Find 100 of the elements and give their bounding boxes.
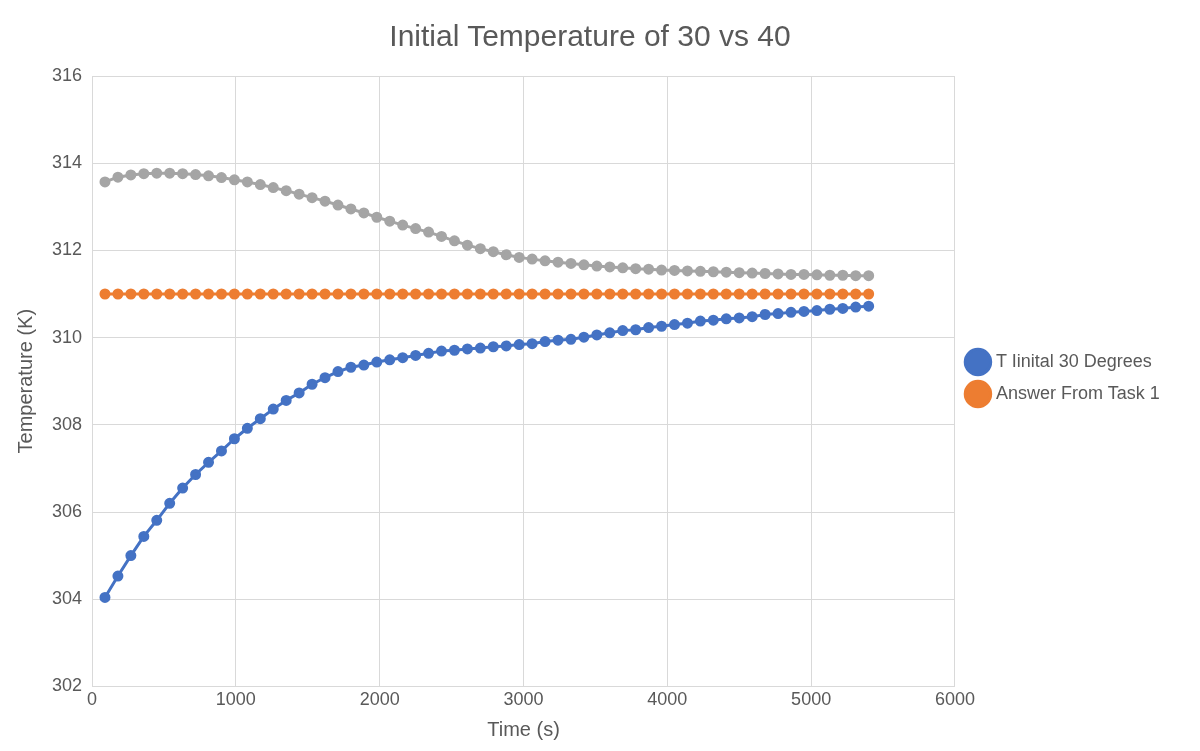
point: [513, 339, 525, 351]
point: [358, 359, 370, 371]
point: [461, 343, 473, 355]
point: [306, 192, 318, 204]
point: [565, 288, 577, 300]
point: [267, 182, 279, 194]
x-tick-label: 0: [87, 689, 98, 710]
point: [371, 288, 383, 300]
point: [811, 305, 823, 317]
point: [151, 288, 163, 300]
point: [358, 288, 370, 300]
point: [526, 338, 538, 350]
point: [112, 570, 124, 582]
point: [332, 288, 344, 300]
point: [681, 288, 693, 300]
point: [371, 356, 383, 368]
point: [203, 288, 215, 300]
x-tick-label: 3000: [503, 689, 544, 710]
point: [164, 167, 176, 179]
point: [500, 288, 512, 300]
point: [371, 211, 383, 223]
point: [190, 169, 202, 181]
point: [669, 288, 681, 300]
point: [177, 288, 189, 300]
point: [436, 288, 448, 300]
point: [267, 288, 279, 300]
point: [824, 303, 836, 315]
point: [177, 482, 189, 494]
x-axis-title: Time (s): [487, 717, 560, 740]
point: [448, 344, 460, 356]
point: [345, 288, 357, 300]
point: [423, 288, 435, 300]
point: [759, 268, 771, 280]
point: [125, 550, 137, 562]
point: [798, 288, 810, 300]
point: [384, 288, 396, 300]
point: [850, 288, 862, 300]
point: [733, 312, 745, 324]
point: [203, 170, 215, 182]
legend-label: Answer From Task 1: [995, 382, 1160, 403]
point: [785, 288, 797, 300]
point: [241, 176, 253, 188]
y-tick-label: 314: [51, 152, 83, 173]
point: [565, 257, 577, 269]
point: [332, 199, 344, 211]
point: [720, 266, 732, 278]
point: [215, 288, 227, 300]
point: [99, 176, 111, 188]
point: [552, 288, 564, 300]
point: [707, 314, 719, 326]
point: [215, 445, 227, 457]
point: [604, 327, 616, 339]
point: [824, 269, 836, 281]
point: [99, 591, 111, 603]
point: [863, 270, 875, 282]
x-tick-label: 4000: [647, 689, 688, 710]
point: [669, 319, 681, 331]
point: [759, 308, 771, 320]
point: [319, 195, 331, 207]
point: [578, 259, 590, 271]
point: [630, 324, 642, 336]
point: [345, 361, 357, 373]
point: [397, 219, 409, 231]
point: [241, 288, 253, 300]
point: [656, 264, 668, 276]
point: [177, 168, 189, 180]
point: [384, 354, 396, 366]
point: [215, 172, 227, 184]
point: [733, 288, 745, 300]
point: [591, 260, 603, 272]
point: [203, 456, 215, 468]
point: [578, 288, 590, 300]
x-tick-label: 6000: [934, 689, 975, 710]
point: [280, 394, 292, 406]
point: [837, 269, 849, 281]
point: [720, 288, 732, 300]
point: [138, 168, 150, 180]
point: [164, 497, 176, 509]
point: [384, 215, 396, 227]
x-tick-label: 5000: [791, 689, 832, 710]
point: [526, 253, 538, 265]
point: [461, 239, 473, 251]
point: [837, 302, 849, 314]
point: [397, 288, 409, 300]
point: [293, 288, 305, 300]
point: [423, 226, 435, 238]
point: [863, 288, 875, 300]
point: [681, 265, 693, 277]
y-tick-label: 302: [51, 675, 83, 696]
y-axis-title: Temperature (K): [13, 308, 36, 454]
point: [863, 300, 875, 312]
point: [319, 288, 331, 300]
point: [112, 288, 124, 300]
y-tick-label: 304: [51, 588, 83, 609]
point: [410, 288, 422, 300]
point: [565, 333, 577, 345]
point: [487, 288, 499, 300]
point: [733, 267, 745, 279]
point: [785, 306, 797, 318]
point: [190, 469, 202, 480]
